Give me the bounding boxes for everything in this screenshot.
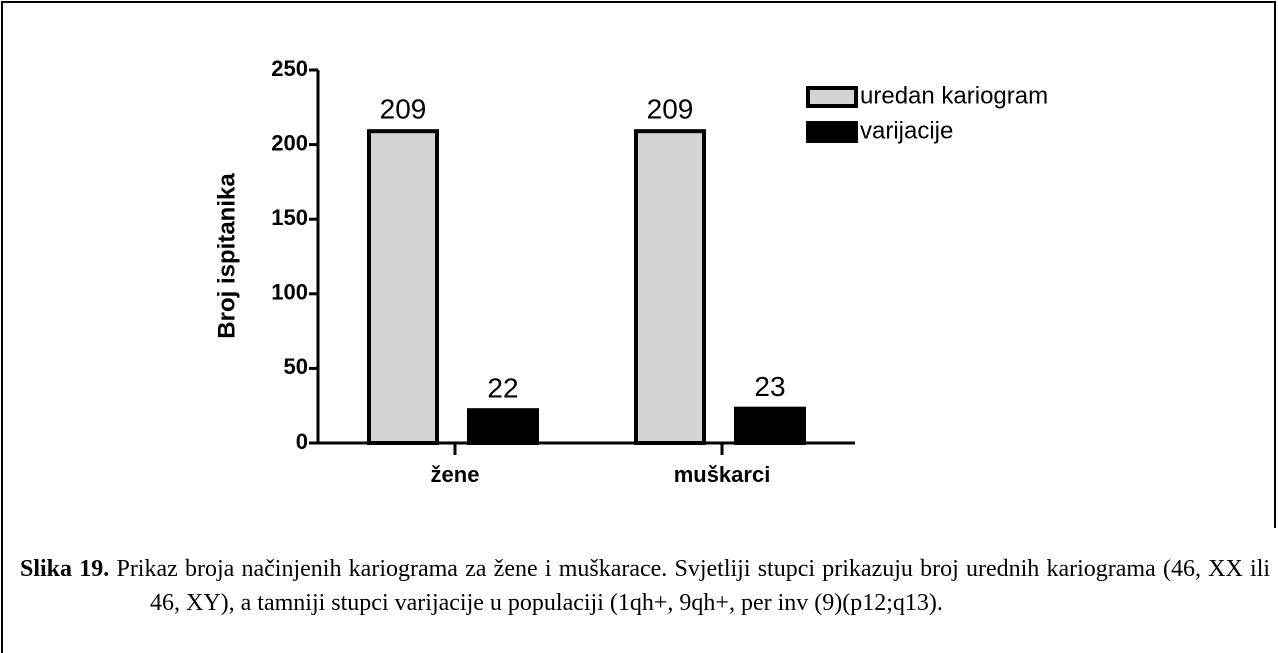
value-label: 22 xyxy=(487,373,518,404)
y-tick-label: 250 xyxy=(271,56,308,81)
value-label: 23 xyxy=(754,371,785,402)
legend-swatch xyxy=(806,86,858,108)
caption: Slika 19. Prikaz broja načinjenih kariog… xyxy=(20,552,1270,620)
caption-text: Prikaz broja načinjenih kariograma za že… xyxy=(116,556,1271,616)
y-tick-label: 100 xyxy=(271,280,308,305)
value-label: 209 xyxy=(380,94,427,125)
x-tick-label: žene xyxy=(431,462,480,487)
y-axis-label: Broj ispitanika xyxy=(213,173,240,339)
bar xyxy=(734,406,806,445)
y-tick-label: 200 xyxy=(271,130,308,155)
legend-label: varijacije xyxy=(860,117,953,144)
legend-swatch xyxy=(806,121,858,143)
bar xyxy=(367,129,439,445)
value-label: 209 xyxy=(647,94,694,125)
bar xyxy=(634,129,706,445)
bar xyxy=(467,408,539,445)
legend-label: uredan kariogram xyxy=(860,82,1048,109)
y-tick-label: 50 xyxy=(284,354,308,379)
y-tick-label: 150 xyxy=(271,205,308,230)
x-tick-label: muškarci xyxy=(674,462,771,487)
y-tick-label: 0 xyxy=(296,429,308,454)
caption-label: Slika 19. xyxy=(20,556,110,582)
